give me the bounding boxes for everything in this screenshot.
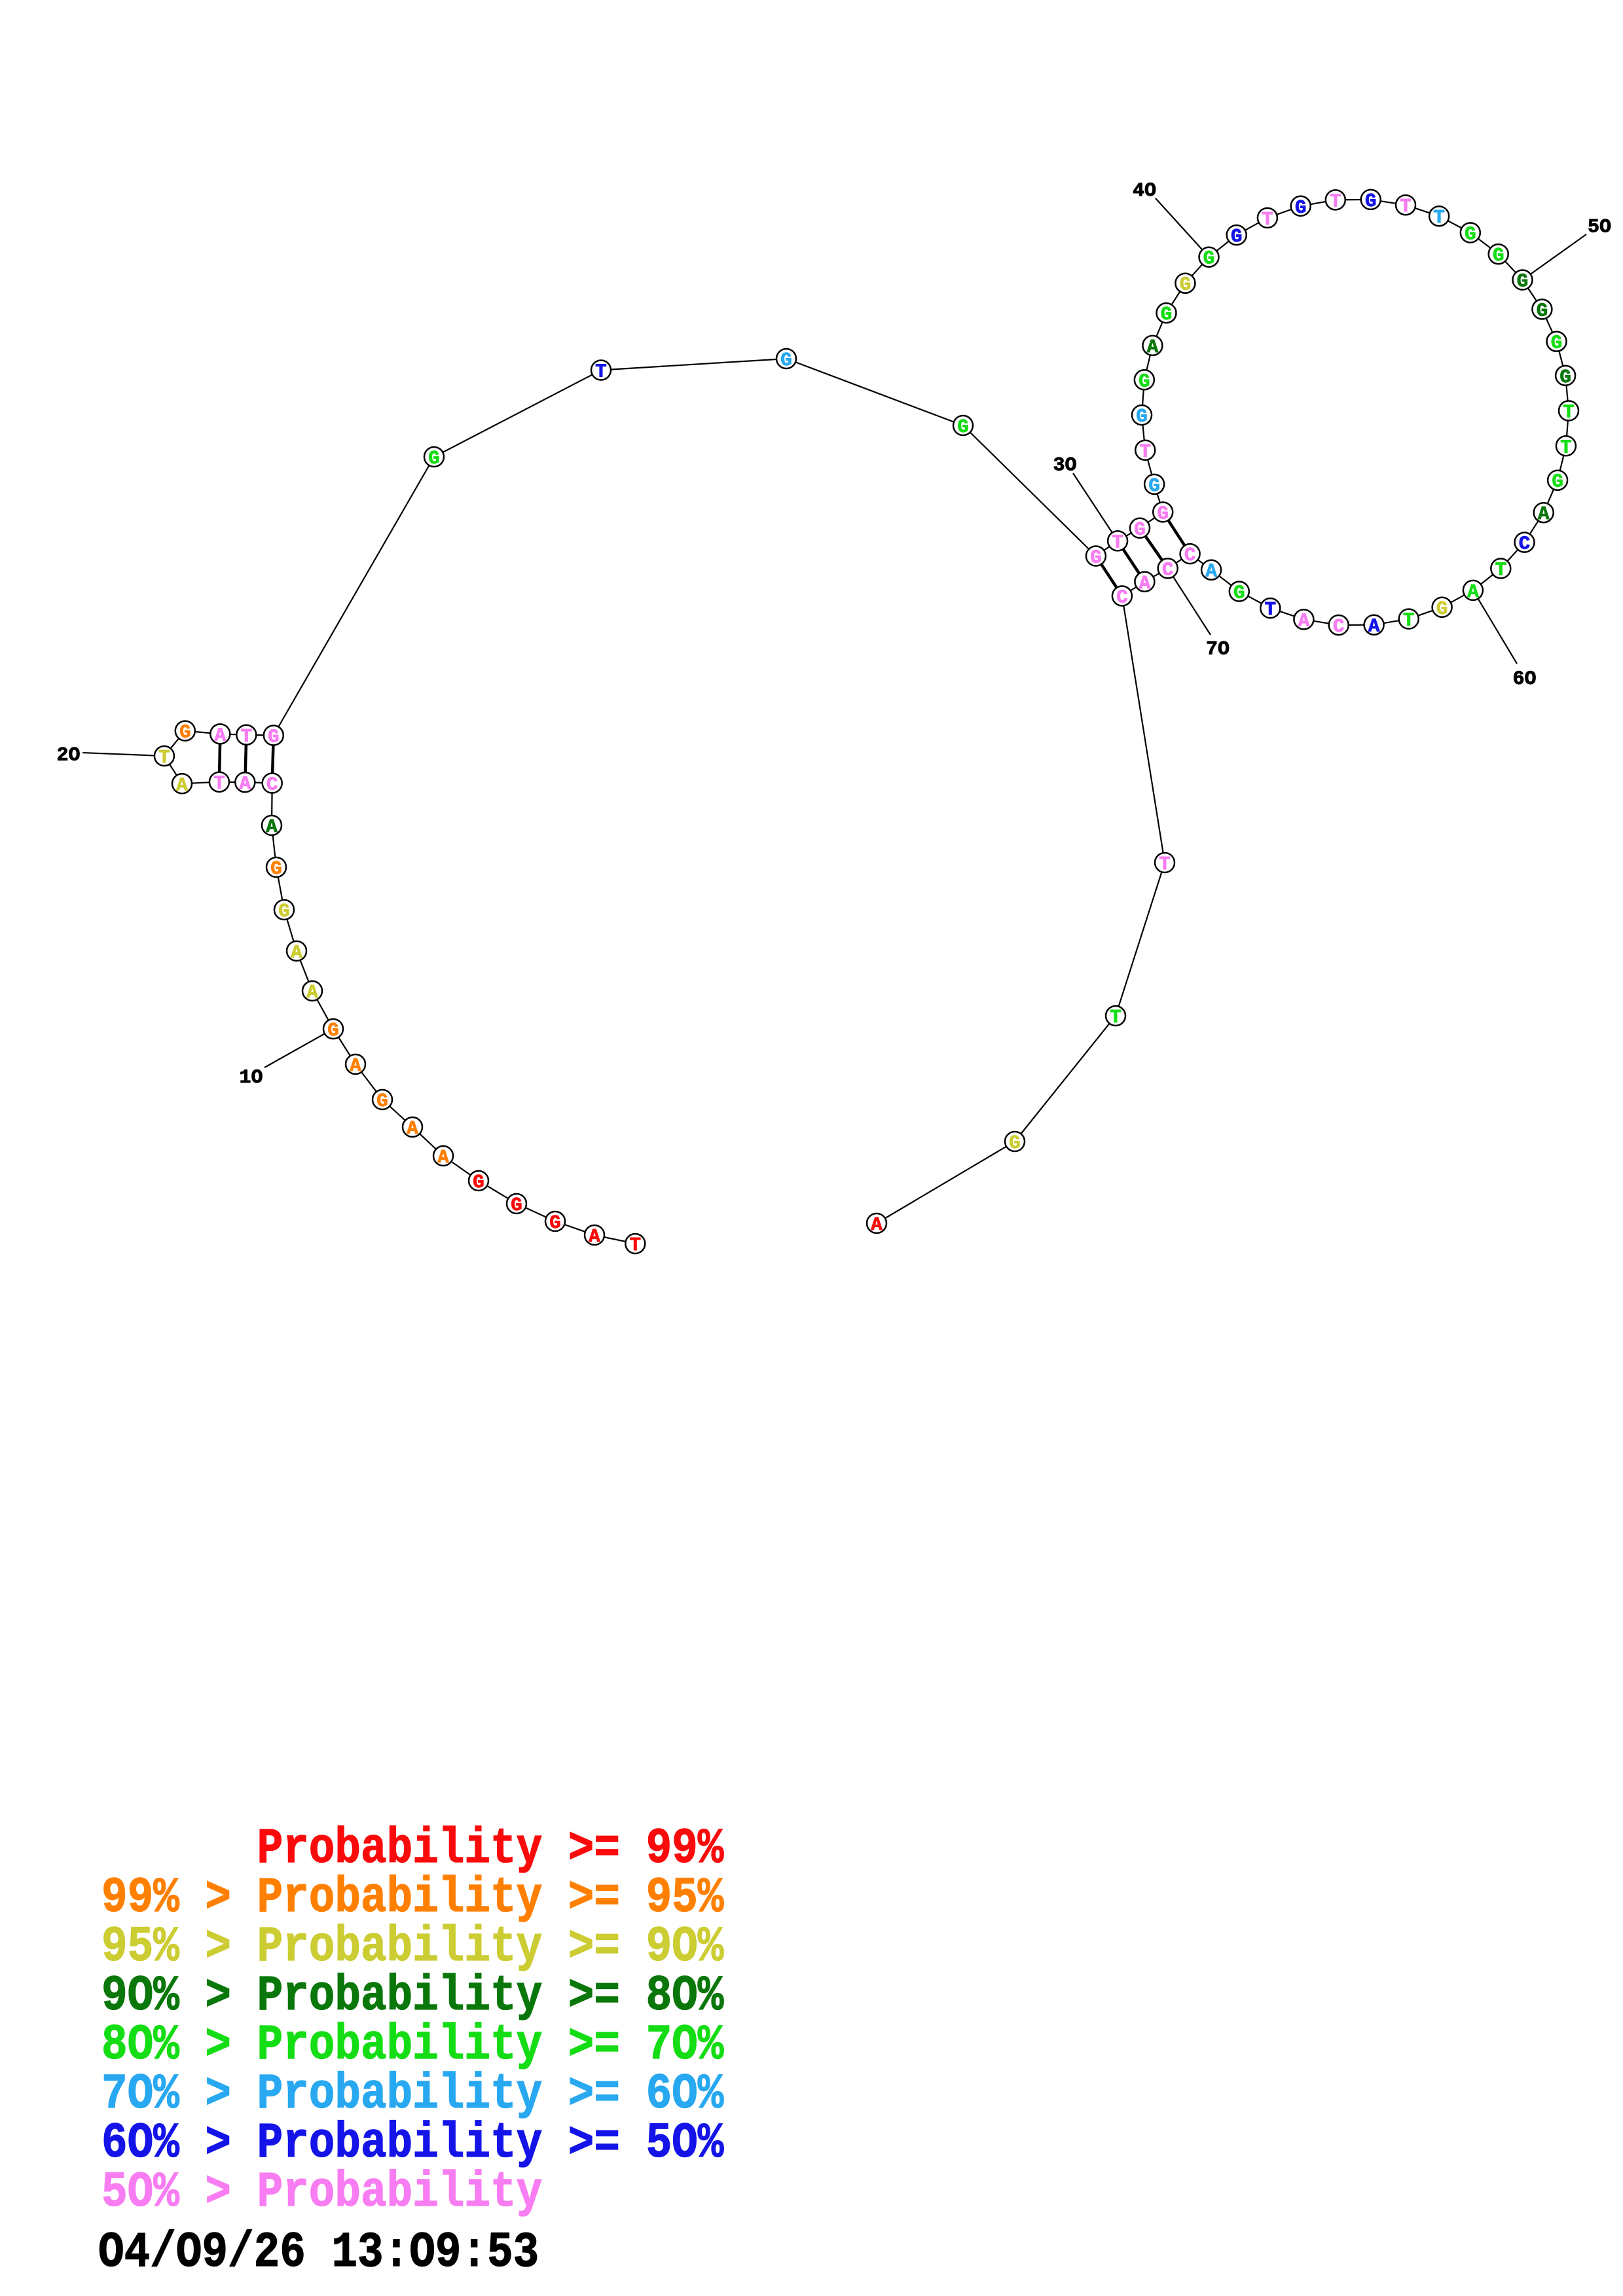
svg-text:G: G (278, 901, 289, 922)
svg-text:G: G (1537, 300, 1548, 322)
svg-text:C: C (1116, 587, 1127, 609)
svg-text:T: T (158, 747, 170, 768)
svg-text:G: G (1551, 332, 1562, 354)
svg-text:7O% > Probability >= 6O%: 7O% > Probability >= 6O% (101, 2067, 724, 2123)
svg-text:A: A (350, 1055, 361, 1077)
svg-text:T: T (1563, 402, 1574, 423)
svg-text:C: C (1333, 616, 1344, 637)
svg-text:8O% > Probability >= 7O%: 8O% > Probability >= 7O% (101, 2018, 724, 2073)
svg-text:G: G (780, 350, 792, 371)
svg-text:G: G (1203, 248, 1214, 270)
svg-text:5O: 5O (1588, 216, 1611, 238)
svg-text:G: G (1136, 406, 1147, 427)
svg-text:O4/O9/26 13:O9:53: O4/O9/26 13:O9:53 (98, 2225, 539, 2281)
svg-text:T: T (1159, 853, 1170, 875)
svg-text:99% > Probability >= 95%: 99% > Probability >= 95% (101, 1871, 724, 1926)
svg-text:G: G (1090, 547, 1101, 569)
svg-text:6O% > Probability >= 5O%: 6O% > Probability >= 5O% (101, 2116, 724, 2172)
svg-text:C: C (266, 774, 278, 796)
svg-text:A: A (1368, 616, 1380, 637)
svg-text:A: A (215, 725, 227, 746)
svg-text:A: A (589, 1226, 600, 1247)
svg-text:G: G (1180, 274, 1191, 296)
svg-text:5O% > Probability: 5O% > Probability (101, 2165, 542, 2221)
svg-text:G: G (179, 722, 191, 744)
svg-text:A: A (176, 774, 188, 796)
svg-text:G: G (1365, 190, 1376, 212)
svg-text:T: T (1400, 196, 1411, 217)
svg-text:A: A (1467, 581, 1479, 603)
svg-text:Probability >= 99%: Probability >= 99% (101, 1821, 724, 1877)
svg-text:G: G (1148, 475, 1159, 497)
svg-text:G: G (1436, 598, 1448, 620)
svg-text:G: G (1231, 226, 1242, 247)
svg-text:A: A (1147, 336, 1159, 358)
svg-text:G: G (327, 1020, 338, 1041)
svg-text:A: A (437, 1147, 449, 1168)
svg-text:G: G (1493, 245, 1504, 266)
svg-text:G: G (1161, 304, 1172, 325)
svg-text:T: T (1495, 560, 1506, 581)
svg-text:G: G (1157, 503, 1168, 524)
svg-text:7O: 7O (1206, 638, 1230, 660)
svg-text:C: C (1184, 545, 1195, 566)
svg-text:A: A (871, 1214, 883, 1236)
svg-text:T: T (1139, 441, 1150, 463)
svg-text:G: G (1559, 367, 1571, 388)
svg-text:3O: 3O (1053, 454, 1076, 476)
svg-text:G: G (957, 416, 968, 438)
svg-text:T: T (1265, 599, 1276, 620)
svg-text:T: T (595, 361, 606, 383)
svg-text:G: G (1233, 583, 1245, 604)
svg-text:G: G (1134, 519, 1145, 541)
svg-text:G: G (473, 1172, 484, 1193)
svg-text:T: T (1330, 190, 1341, 212)
svg-text:A: A (240, 773, 251, 795)
svg-text:T: T (1110, 1007, 1121, 1028)
svg-text:T: T (1262, 209, 1273, 230)
svg-text:G: G (1465, 224, 1476, 245)
svg-text:G: G (1517, 271, 1528, 293)
svg-text:G: G (1009, 1132, 1020, 1154)
svg-text:G: G (1139, 370, 1150, 392)
svg-text:A: A (1205, 561, 1217, 583)
svg-text:G: G (511, 1194, 522, 1216)
svg-text:C: C (1519, 533, 1530, 555)
svg-text:T: T (630, 1234, 641, 1256)
svg-text:95% > Probability >= 9O%: 95% > Probability >= 9O% (101, 1920, 724, 1975)
svg-text:T: T (241, 726, 252, 747)
svg-text:G: G (376, 1090, 388, 1112)
svg-text:G: G (268, 726, 279, 748)
svg-text:A: A (266, 816, 278, 838)
svg-text:4O: 4O (1133, 180, 1156, 202)
svg-text:1O: 1O (239, 1067, 263, 1089)
svg-text:T: T (1433, 207, 1444, 228)
svg-text:G: G (1295, 197, 1306, 219)
svg-text:T: T (1112, 531, 1123, 553)
svg-text:C: C (1162, 559, 1173, 581)
svg-text:A: A (1139, 573, 1151, 594)
svg-text:T: T (1560, 437, 1571, 458)
svg-text:G: G (549, 1212, 560, 1234)
svg-text:A: A (291, 942, 302, 963)
svg-text:G: G (270, 858, 282, 880)
svg-text:G: G (1552, 471, 1563, 493)
svg-text:6O: 6O (1512, 668, 1536, 691)
svg-text:A: A (407, 1118, 418, 1139)
svg-text:9O% > Probability >= 8O%: 9O% > Probability >= 8O% (101, 1969, 724, 2024)
svg-text:A: A (1538, 503, 1550, 525)
svg-text:G: G (428, 448, 439, 469)
svg-text:T: T (213, 773, 225, 795)
svg-text:A: A (1298, 610, 1310, 632)
svg-text:2O: 2O (56, 744, 80, 766)
svg-text:A: A (306, 982, 318, 1003)
svg-text:T: T (1403, 610, 1414, 632)
